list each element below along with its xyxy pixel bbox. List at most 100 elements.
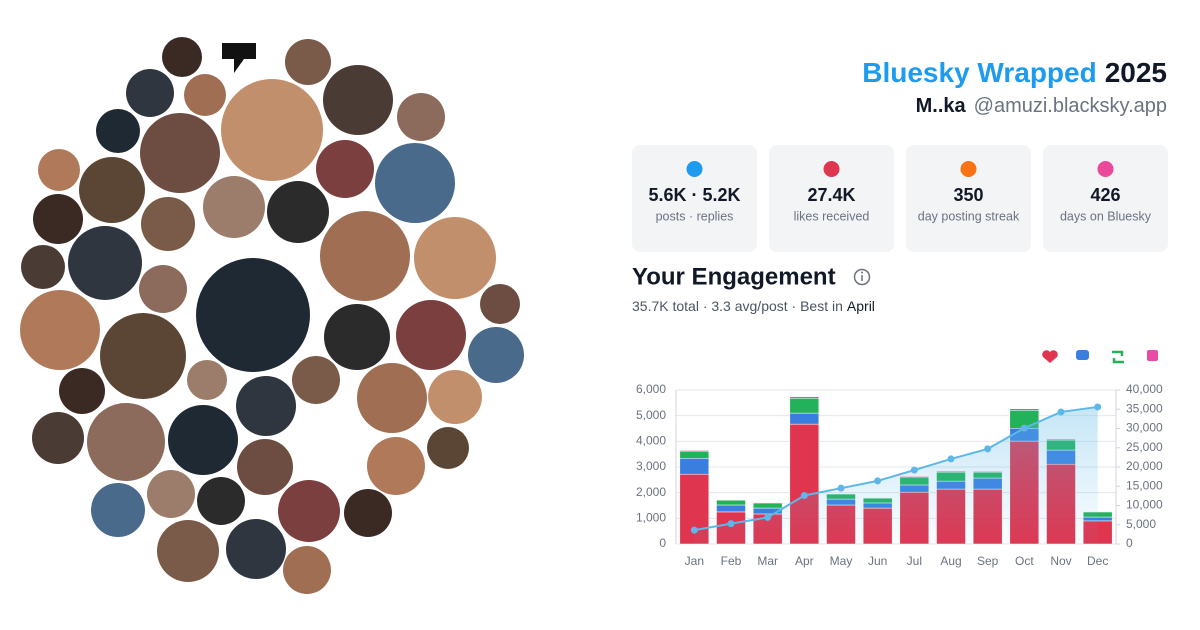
avatar [32,412,84,464]
avatar [168,405,238,475]
y2-tick-label: 0 [1126,536,1133,550]
avatar [278,480,340,542]
user-line: M..ka @amuzi.blacksky.app [916,95,1167,117]
avatar [480,284,520,324]
stat-icon [686,161,703,177]
y2-tick-label: 15,000 [1126,478,1163,492]
stat-icon [1097,161,1114,177]
legend-icon [1042,350,1058,363]
title-year: 2025 [1105,57,1167,88]
stat-value: 27.4K [807,185,855,205]
line-point [874,477,882,485]
stats: 5.6K · 5.2K posts · replies 27.4K likes rec… [632,145,1168,252]
avatar [91,483,145,537]
speech-bubble [222,43,256,73]
avatar [367,437,425,495]
line-point [910,466,918,474]
avatar [139,265,187,313]
bar-segment [789,397,820,414]
y-tick-label: 5,000 [636,408,666,422]
y-tick-label: 3,000 [636,459,666,473]
avatar [33,194,83,244]
line-point [1094,403,1102,411]
stat-label: posts · replies [656,209,734,223]
avatar [68,226,142,300]
y-tick-label: 0 [659,536,666,550]
avatar [203,176,265,238]
display-name: M..ka [916,95,967,117]
legend-icon [1147,350,1158,361]
avatar-cloud [20,37,524,594]
avatar [344,489,392,537]
avatar [414,217,496,299]
avatar [141,197,195,251]
stat-value: 350 [953,185,983,205]
bar-segment [679,450,710,459]
best-month: April [847,298,875,314]
avatar [21,245,65,289]
stat-value: 426 [1090,185,1120,205]
avatar [184,74,226,116]
y2-tick-label: 10,000 [1126,498,1163,512]
line-point [727,520,735,528]
bar-segment [1009,408,1040,411]
avatar [140,113,220,193]
stat-card [1043,145,1168,252]
avatar [468,327,524,383]
bar-segment [716,499,746,501]
avatar [267,181,329,243]
y2-tick-label: 30,000 [1126,421,1163,435]
avatar [100,313,186,399]
avatar [236,376,296,436]
legend-icon [1076,350,1089,360]
bar-segment [789,396,820,399]
avatar [20,290,100,370]
line-point [690,526,698,534]
stat-label: day posting streak [918,209,1020,223]
stat-icon [823,161,840,177]
x-tick-label: Dec [1087,554,1108,568]
bar-segment [752,502,783,504]
avatar [79,157,145,223]
info-icon [853,268,871,286]
stat-icon [960,161,977,177]
x-tick-label: Oct [1015,554,1034,568]
y2-tick-label: 40,000 [1126,382,1163,396]
avatar [221,79,323,181]
x-tick-label: Jan [685,554,704,568]
avatar [87,403,165,481]
stat-label: days on Bluesky [1060,209,1152,223]
bar-segment [716,499,746,506]
line-point [1057,408,1065,416]
bar-segment [679,450,710,452]
line-point [800,491,808,499]
line [694,405,1098,532]
chart: 0 1,000 2,000 3,000 4,000 5,000 6,000 0 5,000 10,… [636,350,1163,568]
x-tick-label: Sep [977,554,999,568]
y2-tick-label: 25,000 [1126,440,1163,454]
x-tick-label: Jul [907,554,922,568]
summary-text: 35.7K total · 3.3 avg/post · Best in [632,298,843,314]
avatar [427,427,469,469]
avatar [320,211,410,301]
x-tick-label: Jun [868,554,887,568]
stat-card [769,145,894,252]
bar-segment [679,458,710,475]
legend-icon [1112,350,1124,364]
avatar [196,258,310,372]
y2-tick-label: 5,000 [1126,517,1156,531]
y2-tick-label: 20,000 [1126,459,1163,473]
avatar [38,149,80,191]
section-heading: Your Engagement [632,263,836,290]
avatar [59,368,105,414]
avatar [396,300,466,370]
avatar [283,546,331,594]
x-tick-label: Aug [940,554,961,568]
line-point [837,484,845,492]
title: Bluesky Wrapped 2025 [862,57,1167,88]
avatar [397,93,445,141]
avatar [316,140,374,198]
bar-segment [752,502,783,509]
handle: @amuzi.blacksky.app [974,95,1167,117]
